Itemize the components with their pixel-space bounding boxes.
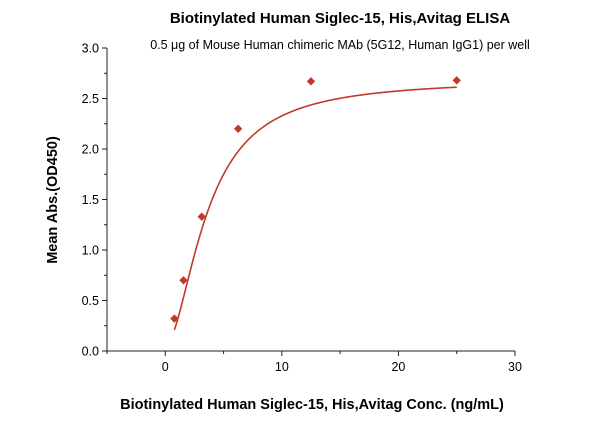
chart-title: Biotinylated Human Siglec-15, His,Avitag… xyxy=(170,10,511,27)
x-tick-label: 20 xyxy=(391,360,405,374)
y-tick-label: 0.5 xyxy=(82,294,99,308)
data-point xyxy=(233,124,243,133)
data-point xyxy=(452,76,461,85)
fit-curve xyxy=(173,86,457,331)
x-axis-label: Biotinylated Human Siglec-15, His,Avitag… xyxy=(120,397,504,413)
y-tick-label: 2.5 xyxy=(82,92,99,106)
y-tick-label: 0.0 xyxy=(82,345,99,359)
y-tick-label: 2.0 xyxy=(82,143,99,157)
x-tick-label: 0 xyxy=(162,360,169,374)
data-point xyxy=(197,212,206,221)
fit-curves xyxy=(173,86,457,331)
data-points xyxy=(170,76,461,323)
data-point xyxy=(306,77,316,86)
y-tick-label: 1.5 xyxy=(82,193,99,207)
y-tick-label: 1.0 xyxy=(82,244,99,258)
x-tick-label: 30 xyxy=(508,360,522,374)
axes xyxy=(106,48,515,352)
y-tick-label: 3.0 xyxy=(82,42,99,56)
chart-subtitle: 0.5 μg of Mouse Human chimeric MAb (5G12… xyxy=(150,38,530,52)
x-tick-label: 10 xyxy=(275,360,289,374)
data-point xyxy=(179,276,188,285)
tick-group: 0.0 0.5 1.0 1.5 2.0 2.5 3.0 0 10 20 30 xyxy=(82,42,522,375)
y-axis-label: Mean Abs.(OD450) xyxy=(45,136,61,264)
data-point xyxy=(170,314,179,323)
